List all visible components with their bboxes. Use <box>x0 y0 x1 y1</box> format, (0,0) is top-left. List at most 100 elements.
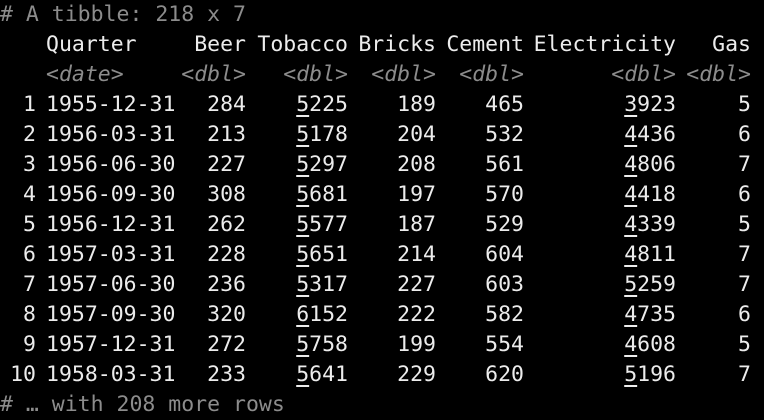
table-row: 7 1957-06-30 236 5317 227 603 5259 7 <box>0 270 764 300</box>
row-number: 7 <box>23 272 36 297</box>
table-row: 2 1956-03-31 213 5178 204 532 4436 6 <box>0 120 764 150</box>
column-header-gas: Gas <box>712 32 751 57</box>
cell-bricks: 199 <box>397 332 436 357</box>
tobacco-remaining-digits: 641 <box>309 362 348 387</box>
tobacco-remaining-digits: 297 <box>309 152 348 177</box>
cell-bricks: 227 <box>397 272 436 297</box>
cell-bricks: 208 <box>397 152 436 177</box>
cell-bricks: 189 <box>397 92 436 117</box>
electricity-remaining-digits: 923 <box>637 92 676 117</box>
column-header-bricks: Bricks <box>358 32 436 57</box>
row-number: 6 <box>23 242 36 267</box>
tobacco-thousands-digit: 5 <box>296 242 310 267</box>
electricity-remaining-digits: 806 <box>637 152 676 177</box>
cell-beer: 262 <box>207 212 246 237</box>
electricity-remaining-digits: 418 <box>637 182 676 207</box>
electricity-thousands-digit: 5 <box>624 362 638 387</box>
cell-electricity: 5259 <box>624 270 676 300</box>
row-number: 2 <box>23 122 36 147</box>
cell-tobacco: 5758 <box>296 330 348 360</box>
electricity-remaining-digits: 196 <box>637 362 676 387</box>
cell-beer: 227 <box>207 152 246 177</box>
cell-gas: 7 <box>738 362 751 387</box>
table-row: 9 1957-12-31 272 5758 199 554 4608 5 <box>0 330 764 360</box>
tobacco-remaining-digits: 758 <box>309 332 348 357</box>
column-header-quarter: Quarter <box>46 32 137 57</box>
cell-quarter: 1957-06-30 <box>46 272 176 297</box>
cell-tobacco: 5317 <box>296 270 348 300</box>
cell-quarter: 1957-09-30 <box>46 302 176 327</box>
tobacco-remaining-digits: 152 <box>309 302 348 327</box>
tobacco-thousands-digit: 5 <box>296 272 310 297</box>
table-row: 3 1956-06-30 227 5297 208 561 4806 7 <box>0 150 764 180</box>
cell-gas: 6 <box>738 182 751 207</box>
cell-quarter: 1958-03-31 <box>46 362 176 387</box>
cell-gas: 6 <box>738 302 751 327</box>
tobacco-thousands-digit: 5 <box>296 362 310 387</box>
cell-electricity: 4339 <box>624 210 676 240</box>
electricity-remaining-digits: 339 <box>637 212 676 237</box>
electricity-thousands-digit: 4 <box>624 152 638 177</box>
row-number: 9 <box>23 332 36 357</box>
cell-quarter: 1955-12-31 <box>46 92 176 117</box>
cell-quarter: 1956-06-30 <box>46 152 176 177</box>
electricity-thousands-digit: 4 <box>624 332 638 357</box>
cell-tobacco: 6152 <box>296 300 348 330</box>
electricity-thousands-digit: 4 <box>624 182 638 207</box>
cell-tobacco: 5577 <box>296 210 348 240</box>
row-number: 10 <box>10 362 36 387</box>
cell-bricks: 187 <box>397 212 436 237</box>
cell-electricity: 4608 <box>624 330 676 360</box>
tobacco-thousands-digit: 5 <box>296 122 310 147</box>
cell-beer: 284 <box>207 92 246 117</box>
tobacco-thousands-digit: 5 <box>296 92 310 117</box>
cell-quarter: 1957-03-31 <box>46 242 176 267</box>
cell-electricity: 4418 <box>624 180 676 210</box>
cell-electricity: 5196 <box>624 360 676 390</box>
cell-gas: 7 <box>738 242 751 267</box>
electricity-remaining-digits: 811 <box>637 242 676 267</box>
cell-cement: 570 <box>485 182 524 207</box>
column-type-electricity: <dbl> <box>611 62 676 87</box>
table-row: 6 1957-03-31 228 5651 214 604 4811 7 <box>0 240 764 270</box>
cell-electricity: 4806 <box>624 150 676 180</box>
cell-bricks: 222 <box>397 302 436 327</box>
table-row: 5 1956-12-31 262 5577 187 529 4339 5 <box>0 210 764 240</box>
column-type-beer: <dbl> <box>181 62 246 87</box>
cell-tobacco: 5225 <box>296 90 348 120</box>
cell-cement: 529 <box>485 212 524 237</box>
tobacco-remaining-digits: 681 <box>309 182 348 207</box>
cell-bricks: 197 <box>397 182 436 207</box>
cell-cement: 603 <box>485 272 524 297</box>
cell-cement: 532 <box>485 122 524 147</box>
column-type-bricks: <dbl> <box>371 62 436 87</box>
table-row: 1 1955-12-31 284 5225 189 465 3923 5 <box>0 90 764 120</box>
cell-gas: 5 <box>738 332 751 357</box>
column-type-quarter: <date> <box>46 62 124 87</box>
table-row: 10 1958-03-31 233 5641 229 620 5196 7 <box>0 360 764 390</box>
column-header-row: Quarter Beer Tobacco Bricks Cement Electricit… <box>0 30 764 60</box>
tobacco-remaining-digits: 317 <box>309 272 348 297</box>
electricity-thousands-digit: 5 <box>624 272 638 297</box>
cell-gas: 7 <box>738 152 751 177</box>
cell-tobacco: 5651 <box>296 240 348 270</box>
cell-beer: 233 <box>207 362 246 387</box>
row-number: 8 <box>23 302 36 327</box>
tobacco-thousands-digit: 5 <box>296 332 310 357</box>
cell-tobacco: 5641 <box>296 360 348 390</box>
column-header-tobacco: Tobacco <box>257 32 348 57</box>
electricity-remaining-digits: 259 <box>637 272 676 297</box>
cell-electricity: 4436 <box>624 120 676 150</box>
cell-cement: 582 <box>485 302 524 327</box>
cell-beer: 272 <box>207 332 246 357</box>
electricity-thousands-digit: 4 <box>624 242 638 267</box>
tobacco-remaining-digits: 178 <box>309 122 348 147</box>
cell-gas: 5 <box>738 212 751 237</box>
column-type-tobacco: <dbl> <box>283 62 348 87</box>
cell-cement: 561 <box>485 152 524 177</box>
row-number: 1 <box>23 92 36 117</box>
cell-quarter: 1956-09-30 <box>46 182 176 207</box>
row-number: 3 <box>23 152 36 177</box>
table-row: 8 1957-09-30 320 6152 222 582 4735 6 <box>0 300 764 330</box>
electricity-remaining-digits: 608 <box>637 332 676 357</box>
